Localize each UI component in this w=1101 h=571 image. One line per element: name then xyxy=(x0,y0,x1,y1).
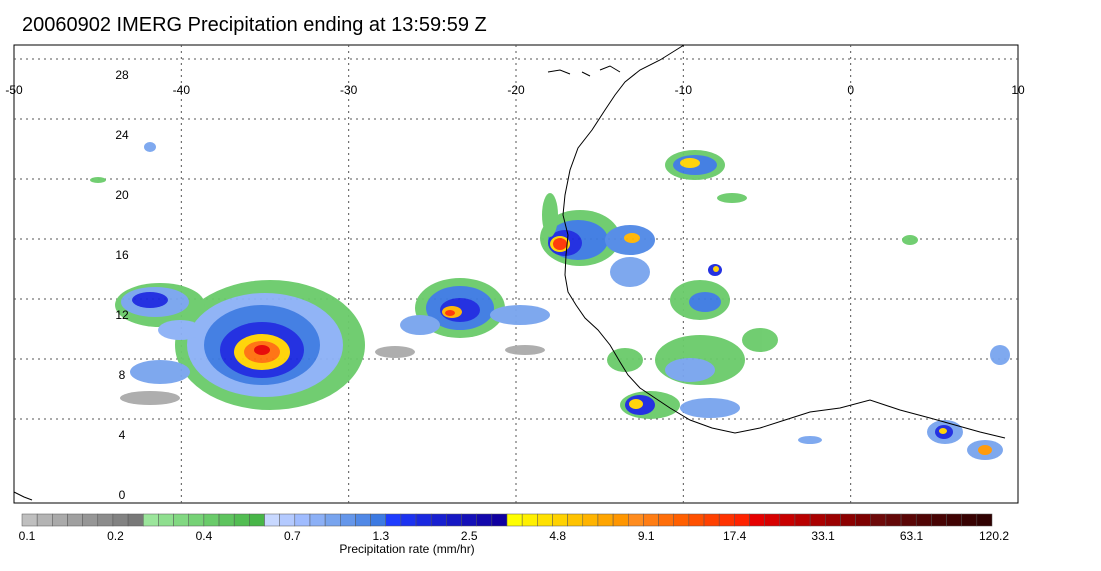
lat-tick-label: 12 xyxy=(115,308,129,322)
lat-tick-label: 4 xyxy=(119,428,126,442)
lat-tick-label: 20 xyxy=(115,188,129,202)
colorbar-label: 2.5 xyxy=(460,529,478,543)
colorbar-title: Precipitation rate (mm/hr) xyxy=(339,542,475,556)
colorbar-label: 0.7 xyxy=(284,529,301,543)
lon-tick-label: 10 xyxy=(1011,83,1025,97)
rain-system-west xyxy=(175,280,365,410)
colorbar-label: 9.1 xyxy=(637,529,655,543)
map-title: 20060902 IMERG Precipitation ending at 1… xyxy=(22,14,487,36)
colorbar-label: 120.2 xyxy=(978,529,1010,543)
lat-tick-label: 24 xyxy=(115,128,129,142)
gridlines xyxy=(14,45,1018,503)
rain-system-south-coast xyxy=(620,235,1010,460)
colorbar-label: 4.8 xyxy=(549,529,567,543)
lon-tick-label: 0 xyxy=(847,83,854,97)
africa-coastline xyxy=(562,44,1006,439)
colorbar-label: 63.1 xyxy=(899,529,924,543)
colorbar-label: 0.4 xyxy=(195,529,213,543)
rain-system-north xyxy=(90,142,747,203)
lat-tick-label: 16 xyxy=(115,248,129,262)
lat-tick-label: 0 xyxy=(119,488,126,502)
colorbar-label: 0.1 xyxy=(18,529,36,543)
lon-tick-label: -30 xyxy=(340,83,358,97)
colorbar-label: 17.4 xyxy=(722,529,747,543)
lat-tick-label: 28 xyxy=(115,68,129,82)
colorbar-label: 33.1 xyxy=(811,529,835,543)
rain-system-coast xyxy=(540,193,655,266)
rain-system-far-west xyxy=(115,283,205,405)
lon-tick-label: -50 xyxy=(5,83,23,97)
lon-tick-label: -10 xyxy=(675,83,693,97)
lon-tick-label: -20 xyxy=(507,83,525,97)
colorbar-label: 0.2 xyxy=(107,529,124,543)
lon-tick-label: -40 xyxy=(173,83,191,97)
island-coastline xyxy=(13,65,621,501)
rain-system-central xyxy=(375,278,550,358)
axis-ticks: -50 -40 -30 -20 -10 0 10 28 24 20 16 12 8 4 0 xyxy=(5,68,1025,502)
precipitation-field xyxy=(90,142,1010,460)
rain-scattered-east xyxy=(505,257,778,385)
lat-tick-label: 8 xyxy=(119,368,126,382)
colorbar-label: 1.3 xyxy=(372,529,390,543)
